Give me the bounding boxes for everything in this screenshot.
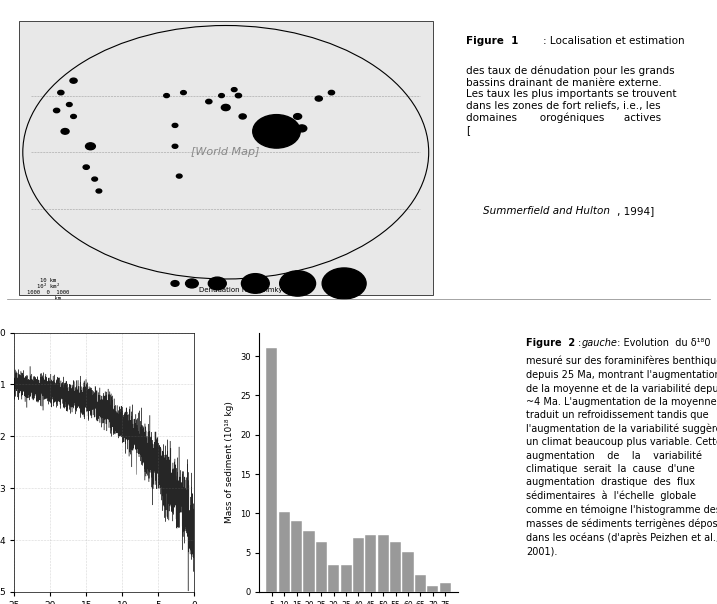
Bar	[378, 535, 389, 592]
Text: [World Map]: [World Map]	[191, 147, 260, 157]
Circle shape	[239, 114, 246, 119]
Circle shape	[58, 91, 64, 95]
Circle shape	[209, 277, 227, 290]
Bar	[440, 583, 451, 592]
Bar	[390, 542, 402, 592]
Circle shape	[242, 274, 270, 294]
Circle shape	[262, 121, 274, 129]
FancyBboxPatch shape	[19, 21, 433, 295]
Circle shape	[253, 115, 300, 148]
Circle shape	[70, 78, 77, 83]
Text: :: :	[577, 338, 584, 348]
Circle shape	[206, 99, 212, 104]
Circle shape	[222, 104, 230, 111]
Bar	[328, 565, 339, 592]
Circle shape	[172, 144, 178, 148]
Bar	[365, 535, 376, 592]
Circle shape	[235, 94, 242, 98]
Text: : Localisation et estimation: : Localisation et estimation	[543, 36, 685, 46]
Text: des taux de dénudation pour les grands
bassins drainant de manière externe.
Les : des taux de dénudation pour les grands b…	[466, 66, 677, 135]
Text: Figure  2: Figure 2	[526, 338, 575, 348]
Circle shape	[186, 279, 199, 288]
Bar	[291, 521, 302, 592]
Bar	[353, 539, 364, 592]
Circle shape	[232, 88, 237, 92]
Circle shape	[71, 114, 77, 118]
Bar	[279, 512, 290, 592]
Bar	[402, 552, 414, 592]
Circle shape	[92, 177, 98, 181]
Bar	[266, 349, 277, 592]
Circle shape	[297, 125, 307, 132]
Text: Summerfield and Hulton: Summerfield and Hulton	[483, 206, 609, 216]
Circle shape	[315, 96, 323, 101]
Bar	[415, 574, 426, 592]
Bar	[315, 542, 327, 592]
Circle shape	[54, 108, 60, 113]
Bar	[427, 586, 438, 592]
Circle shape	[96, 189, 102, 193]
Circle shape	[280, 271, 315, 296]
Circle shape	[85, 143, 95, 150]
Text: Denudation rate (mmkyr⁻¹): Denudation rate (mmkyr⁻¹)	[199, 286, 295, 293]
Circle shape	[83, 165, 90, 169]
Bar	[341, 565, 352, 592]
Text: gauche: gauche	[582, 338, 618, 348]
Circle shape	[322, 268, 366, 299]
Circle shape	[61, 129, 69, 134]
Circle shape	[171, 281, 179, 286]
Circle shape	[172, 123, 178, 127]
Text: , 1994]: , 1994]	[617, 206, 654, 216]
Text: : Evolution  du δ¹⁸0: : Evolution du δ¹⁸0	[614, 338, 710, 348]
Circle shape	[328, 91, 335, 95]
Circle shape	[181, 91, 186, 95]
Circle shape	[176, 174, 182, 178]
Y-axis label: Mass of sediment (10¹⁸ kg): Mass of sediment (10¹⁸ kg)	[225, 401, 234, 523]
Text: 10 km
10² km²
1000  0  1000
      km: 10 km 10² km² 1000 0 1000 km	[27, 278, 70, 301]
Circle shape	[67, 103, 72, 106]
Bar	[303, 531, 315, 592]
Circle shape	[219, 94, 224, 98]
Text: mesuré sur des foraminifères benthiques
depuis 25 Ma, montrant l'augmentation
de: mesuré sur des foraminifères benthiques …	[526, 356, 717, 556]
Circle shape	[294, 114, 302, 119]
Text: Figure  1: Figure 1	[466, 36, 519, 46]
Circle shape	[163, 94, 169, 98]
